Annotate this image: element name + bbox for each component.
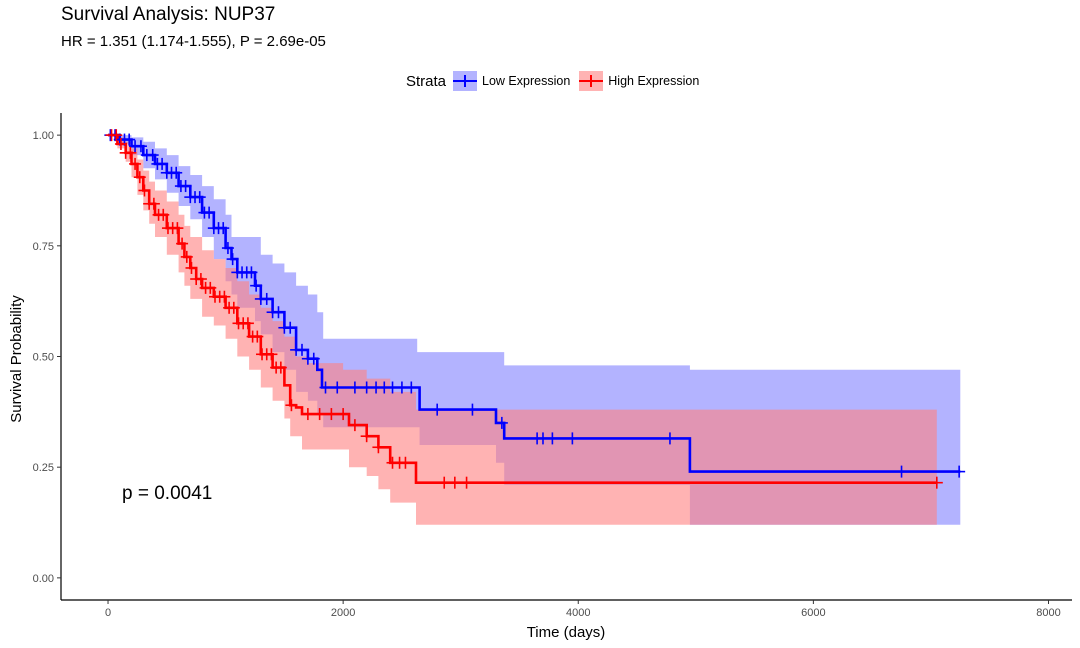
axes: 0.00 0.25 0.50 0.75 1.00 0 2000 4000 6000 8000	[33, 113, 1072, 619]
censor-mark-high	[176, 237, 189, 250]
chart-title: Survival Analysis: NUP37	[61, 4, 276, 25]
legend-key-low	[453, 71, 478, 91]
censor-mark-high	[325, 408, 338, 421]
censor-mark-low	[179, 180, 192, 193]
censor-mark-low	[566, 432, 579, 445]
y-tick-label: 0.25	[33, 462, 54, 474]
x-tick-label: 2000	[331, 607, 355, 619]
censor-mark-low	[272, 306, 285, 319]
y-tick-label: 0.00	[33, 573, 54, 585]
legend: Strata Low Expression High Expression	[406, 70, 708, 92]
censor-mark-high	[930, 476, 943, 489]
censor-mark-low	[348, 381, 361, 394]
censor-mark-high	[194, 273, 207, 286]
censor-mark-low	[260, 292, 273, 305]
ci-band-high	[108, 135, 937, 525]
censor-mark-low	[331, 381, 344, 394]
y-tick-label: 0.50	[33, 352, 54, 364]
censor-mark-low	[663, 432, 676, 445]
censor-mark-high	[227, 301, 240, 314]
p-value-annotation: p = 0.0041	[122, 483, 212, 504]
censor-mark-low	[134, 140, 147, 153]
censor-mark-low	[319, 381, 332, 394]
x-axis-title: Time (days)	[527, 624, 606, 641]
censor-mark-high	[337, 408, 350, 421]
y-tick-label: 1.00	[33, 130, 54, 142]
censor-mark-low	[226, 253, 239, 266]
censor-mark-high	[138, 184, 151, 197]
censor-mark-high	[218, 290, 231, 303]
censor-mark-high	[171, 222, 184, 235]
legend-label-low: Low Expression	[482, 74, 571, 88]
censor-mark-high	[124, 146, 137, 159]
censor-mark-low	[466, 403, 479, 416]
censor-mark-high	[251, 330, 264, 343]
censor-mark-low	[495, 416, 508, 429]
legend-entry-low[interactable]: Low Expression	[453, 71, 570, 91]
censor-mark-low	[193, 191, 206, 204]
censor-mark-low	[895, 465, 908, 478]
censor-mark-high	[285, 399, 298, 412]
legend-title: Strata	[406, 72, 447, 90]
censor-mark-low	[546, 432, 559, 445]
censor-mark-high	[110, 129, 123, 142]
censor-mark-high	[133, 171, 146, 184]
legend-censor-high	[590, 75, 593, 87]
legend-entry-high[interactable]: High Expression	[579, 71, 699, 91]
censor-mark-low	[156, 157, 169, 170]
censor-mark-low	[307, 352, 320, 365]
censor-mark-high	[313, 408, 326, 421]
x-tick-label: 0	[105, 607, 111, 619]
censor-mark-low	[250, 279, 263, 292]
censor-mark-low	[123, 133, 136, 146]
censor-mark-low	[284, 321, 297, 334]
y-tick-label: 0.75	[33, 241, 54, 253]
chart-subtitle: HR = 1.351 (1.174-1.555), P = 2.69e-05	[61, 33, 326, 50]
censor-mark-high	[147, 197, 160, 210]
censor-mark-low	[953, 465, 966, 478]
censor-mark-high	[241, 317, 254, 330]
censor-mark-high	[399, 456, 412, 469]
censor-mark-high	[438, 476, 451, 489]
censor-mark-low	[245, 266, 258, 279]
x-tick-label: 4000	[566, 607, 590, 619]
censor-mark-low	[221, 242, 234, 255]
censor-mark-low	[203, 206, 216, 219]
x-tick-label: 8000	[1036, 607, 1060, 619]
censor-mark-low	[217, 222, 230, 235]
confidence-bands	[108, 135, 961, 525]
legend-key-high	[579, 71, 604, 91]
legend-censor-low	[464, 75, 467, 87]
censor-mark-high	[460, 476, 473, 489]
censor-mark-high	[372, 441, 385, 454]
censor-mark-high	[360, 430, 373, 443]
censor-mark-high	[204, 281, 217, 294]
censor-mark-low	[170, 166, 183, 179]
censor-mark-high	[448, 476, 461, 489]
x-tick-label: 6000	[801, 607, 825, 619]
censor-mark-high	[301, 408, 314, 421]
censor-mark-high	[348, 419, 361, 432]
legend-label-high: High Expression	[608, 74, 700, 88]
censor-mark-high	[129, 157, 142, 170]
censor-mark-high	[114, 137, 127, 150]
censor-mark-low	[295, 343, 308, 356]
censor-mark-high	[157, 208, 170, 221]
censor-mark-low	[405, 381, 418, 394]
censor-mark-high	[185, 261, 198, 274]
censor-mark-high	[180, 250, 193, 263]
censor-mark-high	[274, 361, 287, 374]
censor-mark-low	[431, 403, 444, 416]
censor-mark-low	[146, 149, 159, 162]
censor-marks	[104, 129, 966, 489]
censor-mark-high	[265, 348, 278, 361]
y-axis-title: Survival Probability	[8, 295, 25, 423]
